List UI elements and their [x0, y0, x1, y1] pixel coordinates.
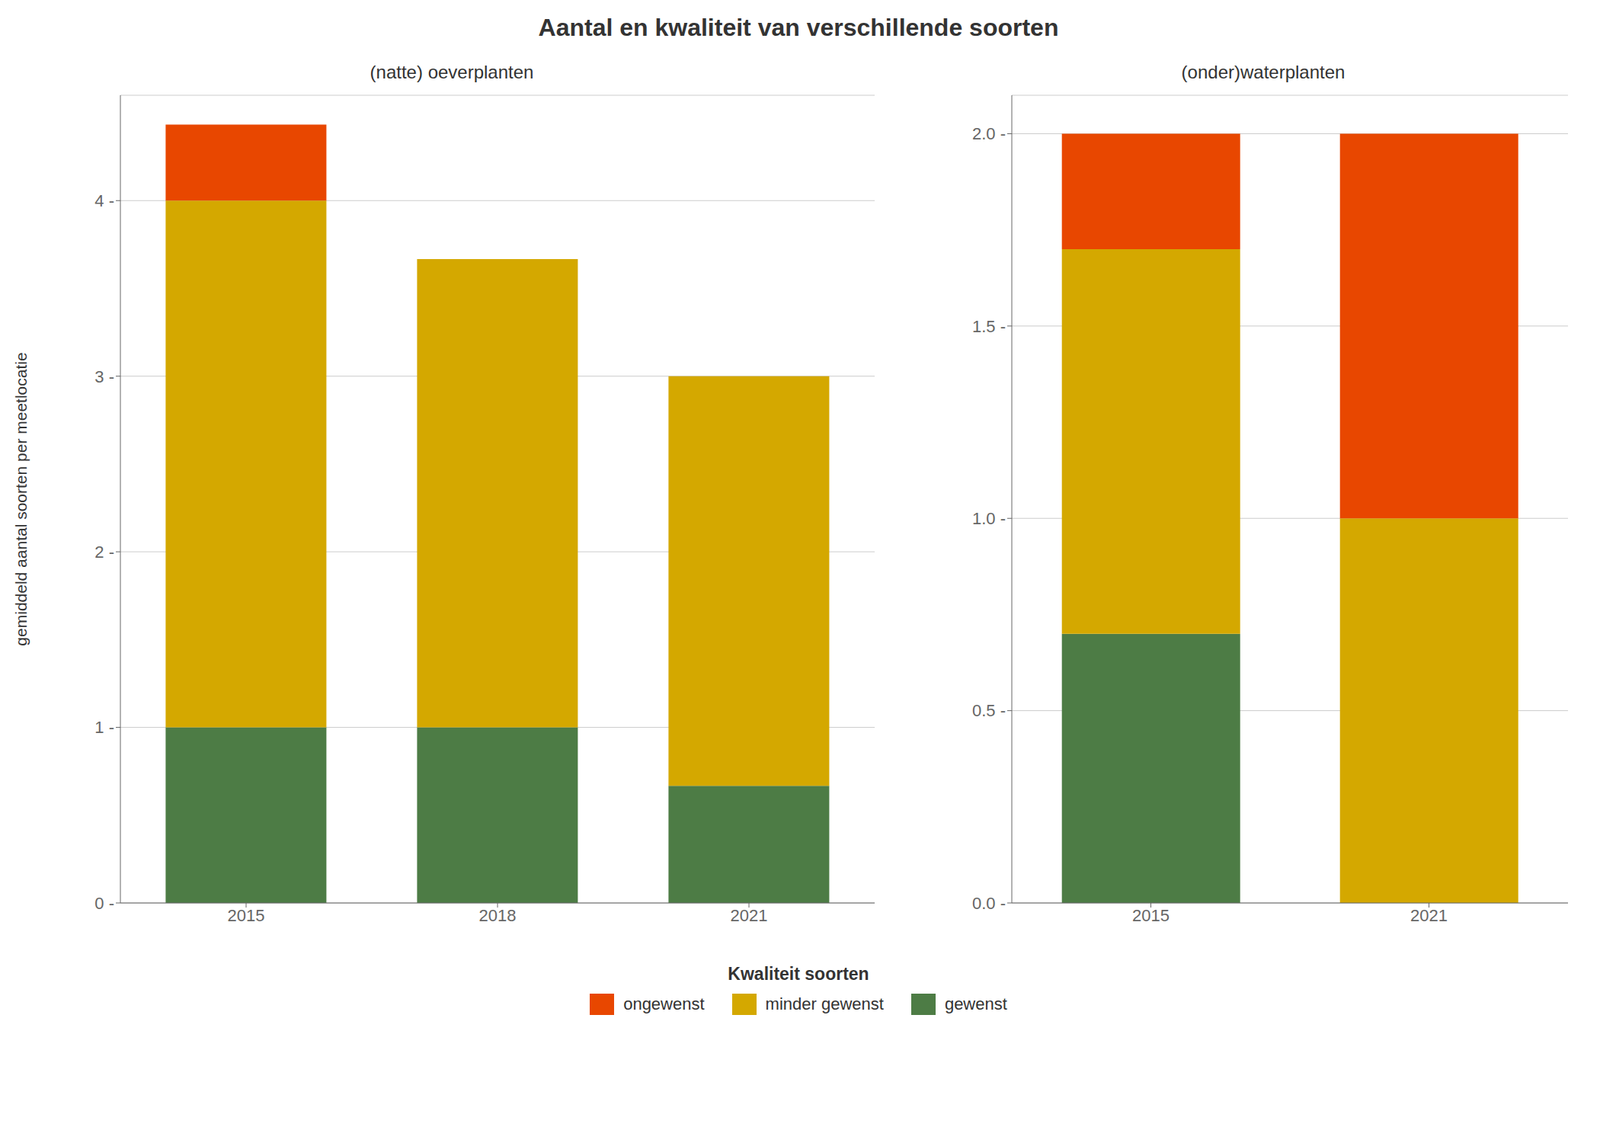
html-text:Kwaliteit soorten: Kwaliteit soorten — [727, 963, 870, 984]
svg-text:4 -: 4 - — [94, 191, 115, 211]
svg-text:3 -: 3 - — [94, 367, 115, 387]
svg-text:2018: 2018 — [479, 905, 517, 925]
html-text:(natte) oeverplanten: (natte) oeverplanten — [369, 61, 534, 83]
html-text:gewenst: gewenst — [944, 994, 1008, 1014]
svg-text:2.0 -: 2.0 - — [972, 124, 1006, 144]
html-text:ongewenst: ongewenst — [623, 994, 705, 1014]
svg-text:0.0 -: 0.0 - — [972, 893, 1006, 913]
svg-text:1.5 -: 1.5 - — [972, 316, 1006, 336]
svg-text:0 -: 0 - — [94, 893, 115, 913]
svg-text:2 -: 2 - — [94, 542, 115, 562]
svg-text:2015: 2015 — [1132, 905, 1170, 925]
html-text:(onder)waterplanten: (onder)waterplanten — [1181, 61, 1346, 83]
svg-text:1.0 -: 1.0 - — [972, 508, 1006, 528]
html-text:minder gewenst: minder gewenst — [765, 994, 884, 1014]
svg-text:gemiddeld aantal soorten per m: gemiddeld aantal soorten per meetlocatie — [13, 352, 30, 646]
svg-text:1 -: 1 - — [94, 717, 115, 737]
svg-text:2015: 2015 — [227, 905, 266, 925]
html-text:Aantal en kwaliteit van versch: Aantal en kwaliteit van verschillende so… — [538, 13, 1059, 42]
svg-text:2021: 2021 — [1410, 905, 1448, 925]
svg-text:0.5 -: 0.5 - — [972, 700, 1006, 720]
svg-text:2021: 2021 — [730, 905, 768, 925]
